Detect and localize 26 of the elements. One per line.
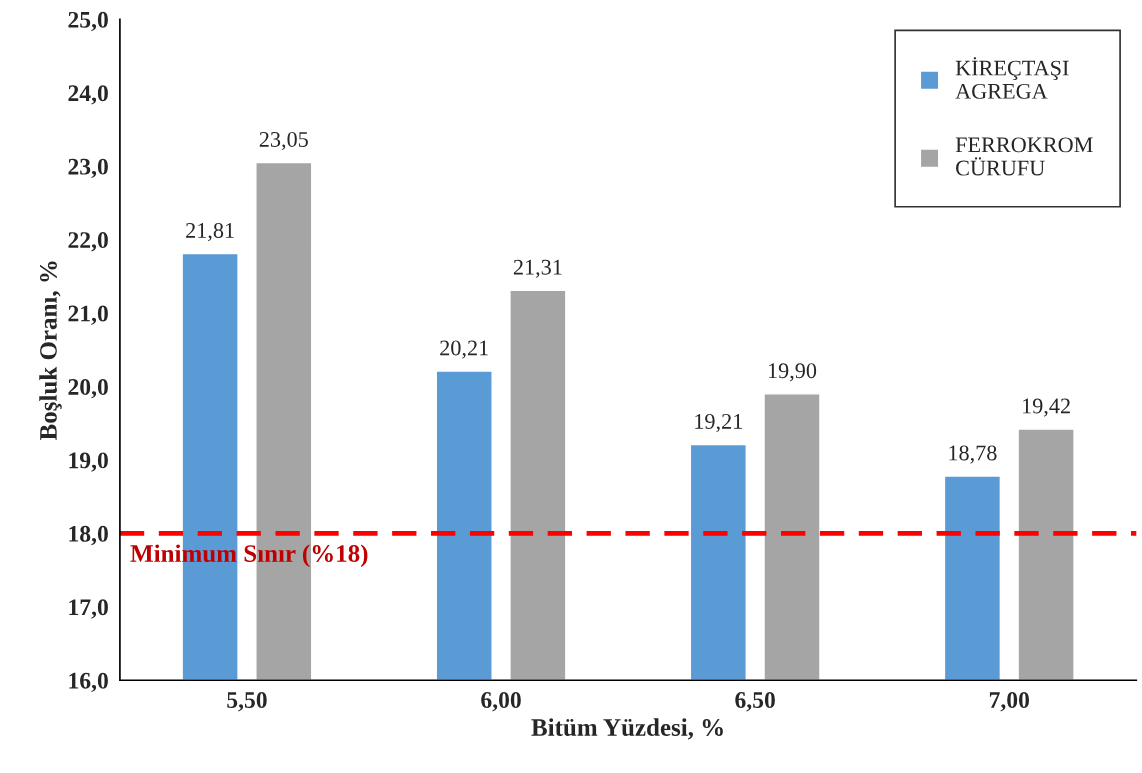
data-label: 18,78 [949, 445, 997, 464]
data-label: 23,05 [259, 131, 308, 151]
y-tick-label: 24,0 [68, 85, 108, 105]
x-tick-label: 5,50 [227, 692, 267, 712]
legend-label: KİREÇTAŞI AGREGA [955, 57, 1069, 99]
y-tick-label: 20,0 [68, 378, 108, 399]
y-tick-label: 18,0 [69, 525, 108, 546]
x-tick-label: 7,00 [989, 692, 1029, 712]
y-axis-title: Boşluk Oranı, % [39, 261, 62, 441]
y-tick-label: 16,0 [69, 672, 108, 693]
data-label: 19,21 [695, 413, 742, 433]
data-label: 21,31 [513, 259, 562, 278]
legend-label: FERROKROM CÜRUFU [955, 137, 1093, 176]
x-axis-title: Bitüm Yüzdesi, % [531, 718, 723, 740]
y-tick-label: 17,0 [69, 599, 108, 619]
y-tick-label: 19,0 [69, 452, 108, 472]
x-tick-label: 6,00 [481, 692, 521, 712]
x-tick-label: 6,50 [735, 692, 775, 712]
y-tick-label: 23,0 [68, 158, 108, 179]
y-tick-label: 21,0 [68, 305, 108, 325]
y-tick-label: 22,0 [68, 232, 108, 252]
y-tick-label: 25,0 [68, 11, 108, 32]
data-label: 21,81 [186, 222, 234, 242]
data-label: 20,21 [440, 340, 488, 359]
data-label: 19,90 [768, 363, 817, 382]
data-label: 19,42 [1023, 398, 1070, 417]
